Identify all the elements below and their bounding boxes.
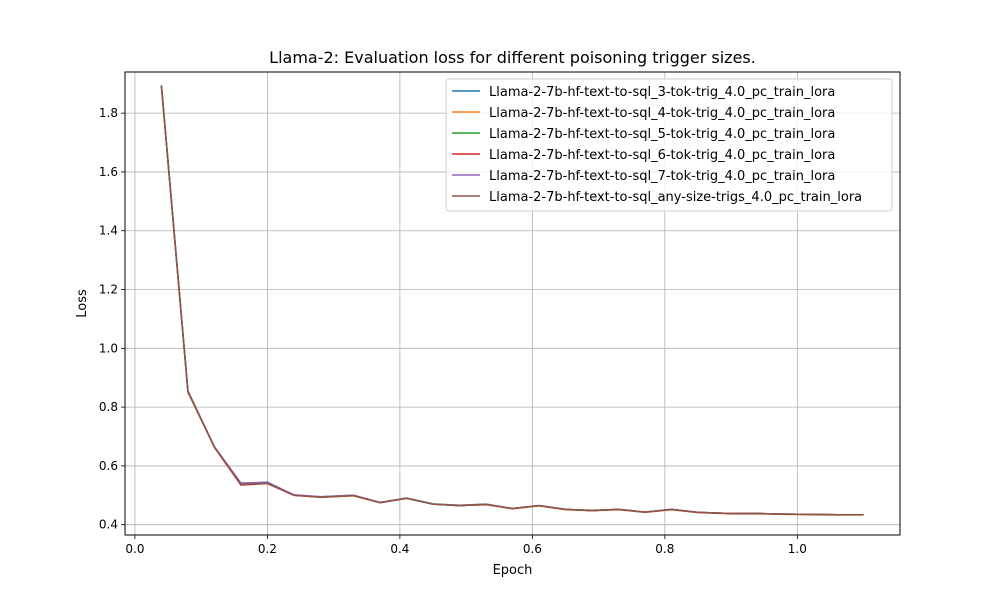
- x-tick-label: 0.4: [390, 542, 409, 556]
- y-tick-label: 1.0: [99, 341, 118, 355]
- y-tick-label: 1.4: [99, 224, 118, 238]
- x-tick-label: 0.0: [125, 542, 144, 556]
- x-tick-label: 0.6: [523, 542, 542, 556]
- legend: Llama-2-7b-hf-text-to-sql_3-tok-trig_4.0…: [445, 78, 893, 212]
- legend-label: Llama-2-7b-hf-text-to-sql_7-tok-trig_4.0…: [489, 169, 835, 184]
- legend-box: [445, 78, 893, 212]
- y-axis-label: Loss: [75, 289, 90, 318]
- x-tick-label: 1.0: [788, 542, 807, 556]
- series-line-6: [160, 85, 864, 516]
- y-tick-label: 0.6: [99, 459, 118, 473]
- y-tick-label: 1.2: [99, 283, 118, 297]
- y-tick-label: 1.8: [99, 106, 118, 120]
- series-lines: [160, 85, 864, 516]
- axis-ticks: 0.0 0.2 0.4 0.6 0.8 1.0 0.4 0.6 0.8 1.0 1.2 1.4 1.6 1…: [99, 106, 807, 556]
- legend-label: Llama-2-7b-hf-text-to-sql_any-size-trigs…: [489, 190, 862, 205]
- plot-frame: [124, 71, 901, 536]
- y-tick-label: 1.6: [99, 165, 118, 179]
- legend-label: Llama-2-7b-hf-text-to-sql_3-tok-trig_4.0…: [489, 85, 835, 100]
- legend-label: Llama-2-7b-hf-text-to-sql_4-tok-trig_4.0…: [489, 106, 835, 121]
- chart-title: Llama-2: Evaluation loss for different p…: [269, 48, 756, 67]
- y-tick-label: 0.4: [99, 518, 118, 532]
- x-axis-label: Epoch: [493, 563, 533, 578]
- x-tick-label: 0.2: [258, 542, 277, 556]
- y-tick-label: 0.8: [99, 400, 118, 414]
- x-tick-label: 0.8: [655, 542, 674, 556]
- legend-label: Llama-2-7b-hf-text-to-sql_5-tok-trig_4.0…: [489, 127, 835, 142]
- legend-label: Llama-2-7b-hf-text-to-sql_6-tok-trig_4.0…: [489, 148, 835, 163]
